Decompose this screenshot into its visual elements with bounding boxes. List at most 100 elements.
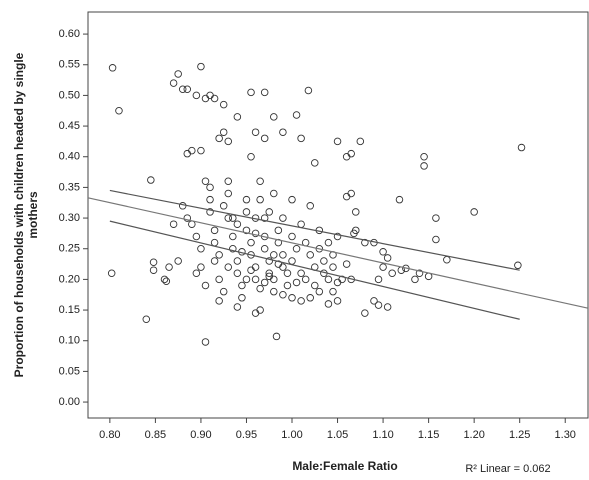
point [292, 278, 301, 287]
y-tick-label: 0.10 [59, 335, 80, 347]
point [320, 257, 328, 265]
point [247, 238, 255, 247]
point [260, 244, 269, 253]
point [215, 134, 223, 143]
y-tick-label: 0.05 [59, 365, 80, 377]
point [188, 146, 196, 155]
point [265, 208, 273, 216]
point [206, 183, 214, 192]
point [142, 315, 151, 324]
point [306, 294, 314, 302]
point [342, 192, 351, 201]
point [247, 88, 255, 97]
point [197, 146, 205, 155]
x-tick-label: 0.85 [145, 429, 166, 441]
point [201, 281, 210, 290]
point [169, 79, 178, 87]
x-axis-title: Male:Female Ratio [292, 459, 397, 473]
point [279, 290, 287, 299]
point [517, 143, 526, 152]
point [108, 64, 117, 72]
plot-frame [87, 11, 589, 419]
point [224, 189, 233, 198]
point [304, 86, 313, 95]
point [342, 260, 351, 268]
point [210, 94, 219, 103]
y-tick-label: 0.55 [59, 59, 80, 71]
point [333, 232, 342, 241]
point [347, 149, 355, 158]
point [297, 297, 305, 305]
point [383, 303, 392, 311]
point [233, 257, 242, 265]
point [201, 177, 210, 186]
point [224, 137, 233, 146]
x-tick-label: 1.30 [555, 429, 576, 441]
point [219, 202, 228, 210]
point [301, 275, 310, 284]
point [215, 297, 223, 305]
point [197, 62, 205, 71]
point [233, 269, 242, 278]
point [197, 244, 205, 253]
point [274, 226, 283, 235]
point [174, 257, 182, 265]
point [415, 269, 424, 278]
point [256, 284, 264, 293]
x-tick-label: 0.95 [236, 429, 257, 441]
x-tick-label: 1.00 [281, 429, 302, 441]
point [265, 269, 273, 278]
point [279, 128, 287, 136]
point [329, 263, 337, 271]
point [178, 85, 187, 94]
point [224, 214, 233, 222]
point [324, 300, 333, 308]
fit-line [109, 220, 520, 320]
point [183, 214, 192, 222]
point [242, 208, 251, 216]
point [297, 269, 305, 278]
point [388, 269, 396, 278]
point [379, 248, 387, 256]
point [224, 177, 233, 186]
point [265, 257, 273, 265]
point [219, 128, 228, 136]
point [432, 235, 440, 244]
point [169, 220, 178, 228]
point [210, 257, 219, 265]
point [210, 226, 219, 235]
point [219, 100, 228, 109]
fit-line [87, 197, 589, 309]
point [149, 258, 158, 266]
point [224, 263, 233, 271]
point [288, 195, 296, 204]
point [233, 303, 242, 311]
point [260, 88, 269, 97]
y-axis-title: mothers [26, 191, 40, 239]
point [311, 281, 319, 290]
point [306, 251, 314, 259]
point [160, 275, 169, 284]
x-tick-label: 0.80 [99, 429, 120, 441]
point [432, 214, 440, 222]
point [379, 263, 387, 271]
point [242, 195, 251, 204]
x-tick-label: 1.10 [372, 429, 393, 441]
point [183, 85, 192, 94]
point [306, 202, 314, 210]
point [229, 232, 237, 241]
point [361, 238, 369, 247]
point [238, 294, 246, 302]
point [251, 275, 260, 284]
y-tick-label: 0.35 [59, 181, 80, 193]
point [192, 269, 201, 278]
point [238, 281, 246, 290]
point [270, 251, 278, 259]
point [270, 287, 278, 296]
point [420, 152, 428, 161]
point [311, 159, 319, 167]
y-tick-label: 0.40 [59, 151, 80, 163]
y-tick-label: 0.20 [59, 273, 80, 285]
point [201, 338, 210, 346]
